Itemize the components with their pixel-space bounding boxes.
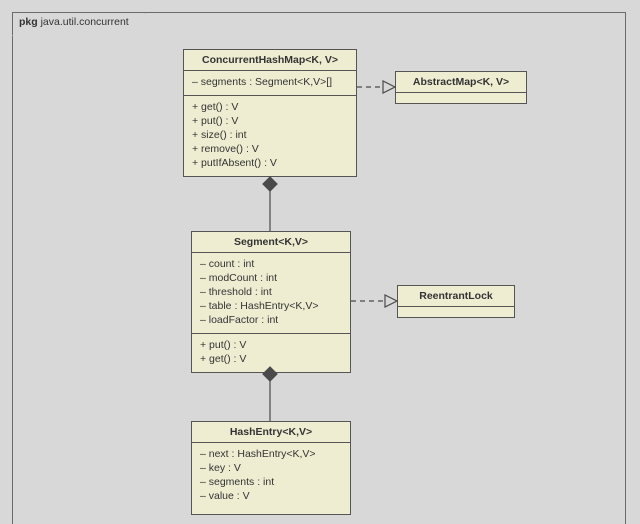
op: + put() : V [200,338,342,352]
package-frame: pkg java.util.concurrent ConcurrentHashM… [12,12,626,524]
op: + put() : V [192,114,348,128]
op: + putIfAbsent() : V [192,156,348,170]
class-ops: + get() : V + put() : V + size() : int +… [184,96,356,176]
attr: – modCount : int [200,271,342,285]
op: + remove() : V [192,142,348,156]
class-title: AbstractMap<K, V> [396,72,526,93]
op: + get() : V [192,100,348,114]
class-title: Segment<K,V> [192,232,350,253]
class-attrs: – count : int – modCount : int – thresho… [192,253,350,334]
class-empty [398,307,514,315]
attr: – key : V [200,461,342,475]
class-segment: Segment<K,V> – count : int – modCount : … [191,231,351,373]
class-empty [396,93,526,101]
package-tab: pkg java.util.concurrent [12,12,146,36]
class-reentrantlock: ReentrantLock [397,285,515,318]
class-concurrenthashmap: ConcurrentHashMap<K, V> – segments : Seg… [183,49,357,177]
pkg-prefix: pkg [19,16,38,28]
attr: – value : V [200,489,342,503]
class-ops: + put() : V + get() : V [192,334,350,372]
class-title: ReentrantLock [398,286,514,307]
class-attrs: – segments : Segment<K,V>[] [184,71,356,96]
op: + size() : int [192,128,348,142]
op: + get() : V [200,352,342,366]
class-hashentry: HashEntry<K,V> – next : HashEntry<K,V> –… [191,421,351,515]
attr: – segments : int [200,475,342,489]
attr: – next : HashEntry<K,V> [200,447,342,461]
class-title: ConcurrentHashMap<K, V> [184,50,356,71]
attr: – count : int [200,257,342,271]
attr: – segments : Segment<K,V>[] [192,75,348,89]
pkg-name: java.util.concurrent [41,16,129,28]
class-title: HashEntry<K,V> [192,422,350,443]
attr: – table : HashEntry<K,V> [200,299,342,313]
class-attrs: – next : HashEntry<K,V> – key : V – segm… [192,443,350,509]
class-abstractmap: AbstractMap<K, V> [395,71,527,104]
attr: – threshold : int [200,285,342,299]
attr: – loadFactor : int [200,313,342,327]
